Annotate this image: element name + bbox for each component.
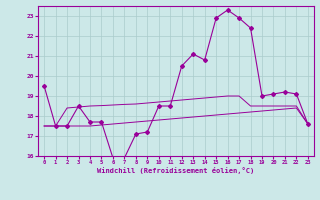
- X-axis label: Windchill (Refroidissement éolien,°C): Windchill (Refroidissement éolien,°C): [97, 167, 255, 174]
